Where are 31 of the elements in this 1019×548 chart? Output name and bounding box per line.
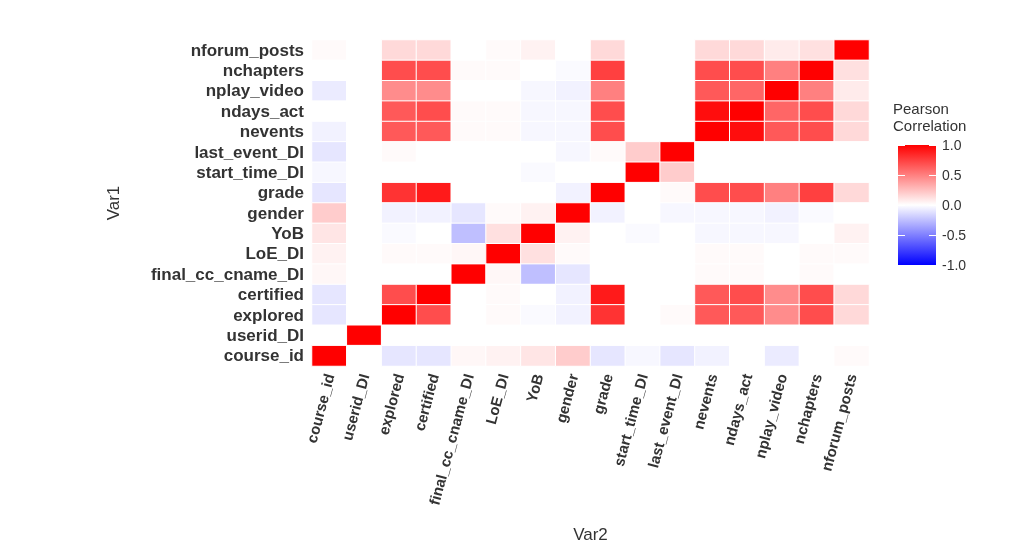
y-tick-label: explored: [233, 305, 304, 325]
y-tick-label: LoE_DI: [245, 244, 304, 264]
legend-title: Pearson Correlation: [893, 100, 968, 134]
y-tick-label: nevents: [239, 122, 304, 142]
y-tick-label: course_id: [223, 346, 304, 366]
y-tick-label: final_cc_cname_DI: [150, 264, 304, 284]
y-tick-label: last_event_DI: [194, 142, 304, 162]
x-tick-label: nevents: [689, 371, 721, 431]
x-axis-title: Var2: [573, 525, 608, 544]
y-tick-label: nchapters: [222, 61, 304, 81]
x-tick-label: gender: [551, 371, 582, 425]
y-tick-label: start_time_DI: [196, 162, 304, 182]
x-tick-label: grade: [589, 371, 617, 416]
x-tick-label: userid_DI: [338, 371, 373, 443]
x-tick-label: YoB: [522, 371, 547, 405]
y-tick-label: userid_DI: [226, 325, 304, 345]
y-tick-label: YoB: [271, 224, 304, 244]
color-bar-label: -0.5: [942, 227, 967, 243]
y-tick-label: gender: [247, 203, 305, 223]
color-bar-label: -1.0: [942, 257, 967, 273]
y-tick-label: ndays_act: [220, 101, 305, 121]
color-bar-label: 1.0: [942, 137, 962, 153]
x-tick-label: LoE_DI: [481, 371, 512, 427]
y-axis-title: Var1: [104, 185, 123, 221]
y-tick-label: certified: [237, 285, 304, 305]
y-tick-label: nforum_posts: [190, 40, 304, 60]
x-tick-label: explored: [374, 371, 408, 437]
y-tick-label: grade: [257, 183, 304, 203]
color-bar-label: 0.5: [942, 167, 962, 183]
color-bar-label: 0.0: [942, 197, 962, 213]
y-tick-label: nplay_video: [205, 81, 304, 101]
